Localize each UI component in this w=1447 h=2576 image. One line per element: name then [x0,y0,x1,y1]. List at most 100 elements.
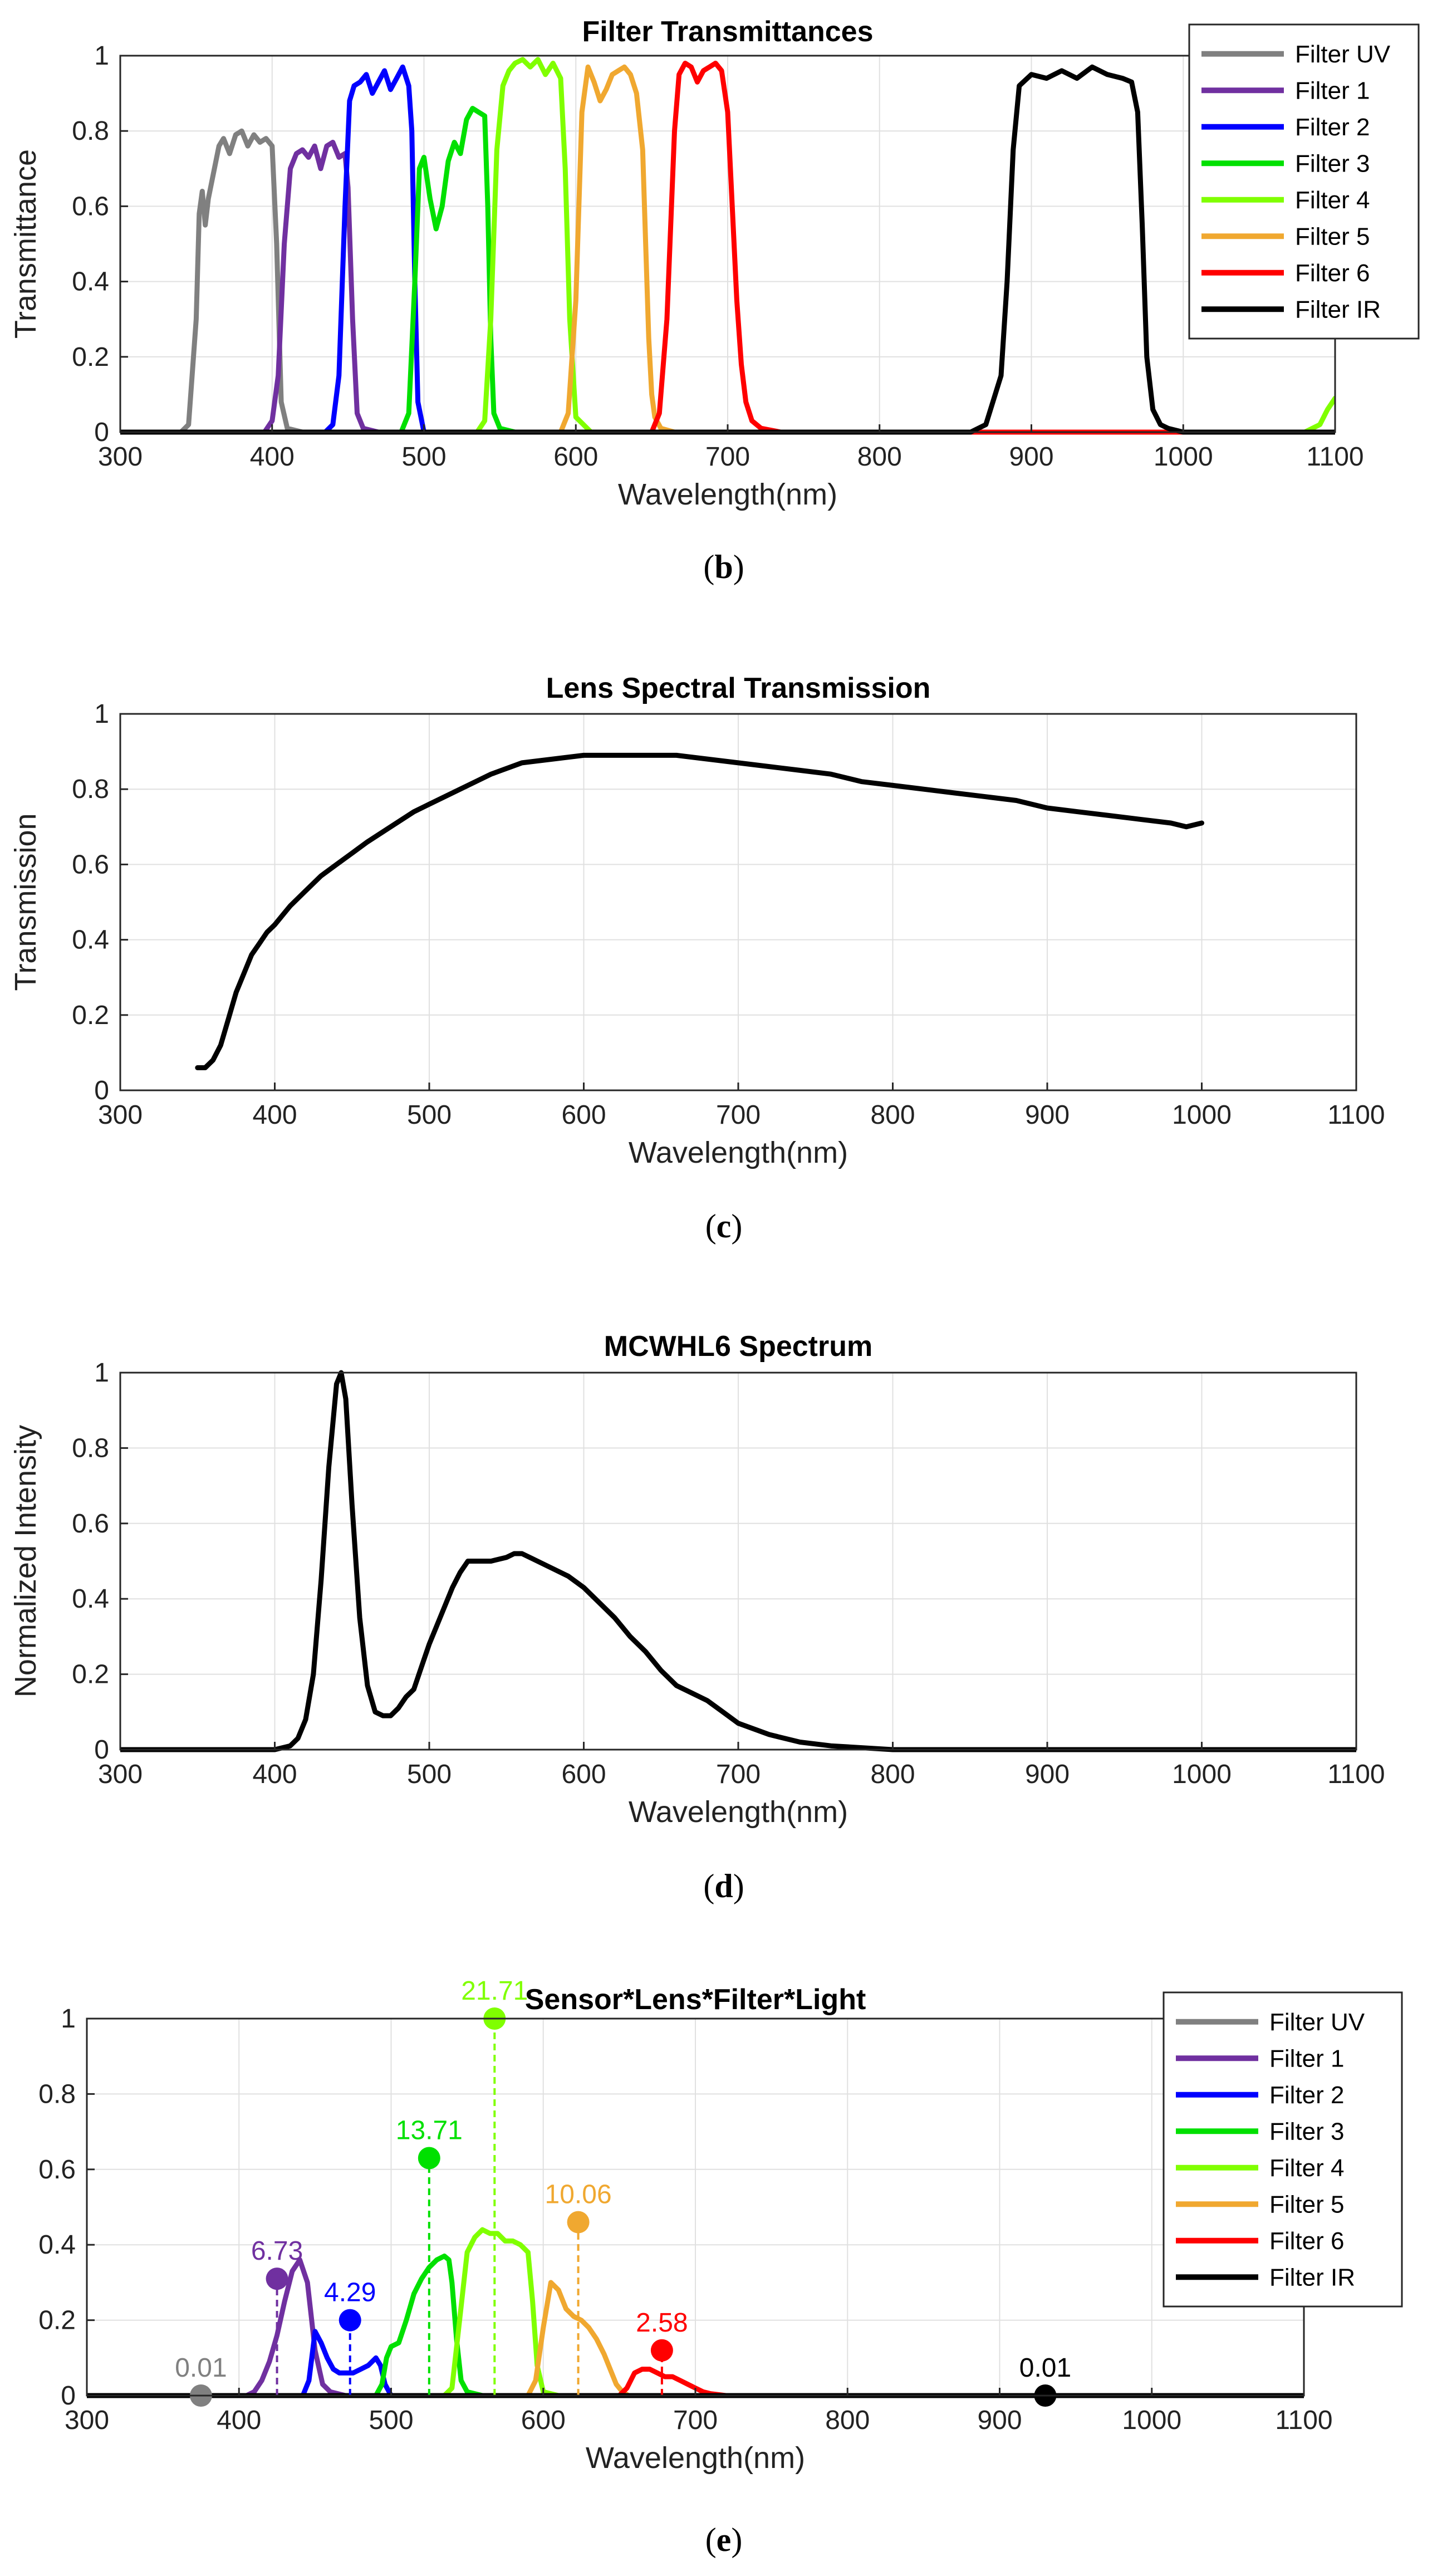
stem-value-label: 0.01 [1019,2353,1071,2383]
legend-entry-label: Filter 3 [1269,2118,1344,2145]
x-tick-label: 400 [250,442,295,472]
legend-entry-label: Filter 3 [1295,150,1370,177]
series-line-filter-1 [120,140,1335,435]
x-tick-label: 700 [716,1100,761,1130]
series-line-filter-6 [120,61,1335,435]
y-tick-label: 0.2 [72,1001,109,1030]
y-tick-label: 0.4 [38,2230,76,2260]
legend-entry-label: Filter 2 [1269,2082,1344,2109]
y-tick-label: 0 [61,2381,76,2411]
legend-entry-label: Filter IR [1269,2264,1355,2291]
y-tick-label: 0 [94,418,109,447]
x-tick-label: 1100 [1306,442,1363,472]
x-tick-label: 300 [98,1760,143,1789]
y-tick-label: 0.8 [72,775,109,804]
stem-marker [567,2211,590,2234]
x-axis-label: Wavelength(nm) [629,1795,848,1829]
x-tick-label: 300 [98,1100,143,1130]
x-tick-label: 500 [369,2406,413,2435]
legend-entry-label: Filter 5 [1269,2191,1344,2218]
x-tick-label: 600 [561,1760,606,1789]
panel-caption: (e) [705,2521,743,2558]
legend-entry-label: Filter UV [1295,41,1391,68]
y-axis-label: Normalized Intensity [9,1425,42,1697]
x-tick-label: 300 [98,442,143,472]
chart-title: Sensor*Lens*Filter*Light [525,1984,866,2016]
y-tick-label: 0 [94,1735,109,1765]
legend-entry-label: Filter 4 [1295,187,1370,214]
y-tick-label: 0.2 [38,2306,76,2335]
x-tick-label: 1000 [1154,442,1213,472]
y-tick-label: 0.4 [72,267,109,297]
y-tick-label: 0.6 [72,850,109,879]
chart-title: MCWHL6 Spectrum [604,1330,872,1363]
stem-value-label: 0.01 [175,2353,227,2383]
x-tick-label: 1000 [1172,1760,1232,1789]
stem-value-label: 6.73 [251,2236,303,2266]
series-line-filter-2 [120,64,1335,435]
chart-panel-e: 0.01 6.73 4.29 13.71 21.71 10.06 2.58 0.01 300 40… [38,1976,1403,2558]
series-line-filter-1 [87,2257,1304,2398]
stem-value-label: 4.29 [324,2278,376,2308]
x-tick-label: 400 [252,1760,297,1789]
stem-value-label: 2.58 [636,2308,688,2338]
y-tick-label: 1 [94,699,109,729]
x-axis-label: Wavelength(nm) [629,1136,848,1169]
x-tick-label: 800 [857,442,902,472]
legend-box [1188,23,1420,340]
series-line-filter-uv [120,128,1335,435]
x-tick-label: 900 [1009,442,1053,472]
y-tick-label: 0.6 [72,1509,109,1539]
stem-marker [650,2339,673,2362]
stem-marker [339,2309,361,2332]
x-tick-label: 700 [673,2406,718,2435]
y-tick-label: 1 [94,1358,109,1388]
x-tick-label: 1000 [1122,2406,1181,2435]
stem-marker [266,2268,288,2290]
panel-caption: (c) [705,1208,743,1245]
y-tick-label: 0.6 [72,192,109,221]
x-tick-label: 1100 [1327,1100,1385,1130]
legend-entry-label: Filter 1 [1295,77,1370,104]
legend-entry-label: Filter 6 [1269,2227,1344,2255]
y-tick-label: 0.4 [72,925,109,955]
x-tick-label: 800 [825,2406,870,2435]
chart-title: Lens Spectral Transmission [546,672,931,704]
series-line-filter-3 [120,106,1335,435]
legend-box [1162,1991,1403,2308]
panel-caption: (d) [703,1868,744,1904]
y-tick-label: 0.6 [38,2155,76,2185]
x-tick-label: 1000 [1172,1100,1232,1130]
stem-value-label: 13.71 [396,2115,463,2145]
x-tick-label: 400 [217,2406,261,2435]
series-line-mcwhl6 [120,1370,1356,1752]
y-tick-label: 0.8 [72,116,109,146]
legend-entry-label: Filter 4 [1269,2154,1344,2182]
x-tick-label: 400 [252,1100,297,1130]
y-tick-label: 1 [94,41,109,71]
x-tick-label: 1100 [1327,1760,1385,1789]
x-tick-label: 600 [521,2406,566,2435]
chart-panel-c: 300 400 500 600 700 800 900 1000 1100 0 0.2 0.4 0.6 0… [9,672,1385,1245]
legend-entry-label: Filter IR [1295,296,1381,323]
x-tick-label: 600 [553,442,598,472]
legend-entry-label: Filter 6 [1295,259,1370,287]
chart-panel-b: 300 400 500 600 700 800 900 1000 1100 0 0.2 0.4 0.6 0… [9,16,1420,585]
legend-entry-label: Filter UV [1269,2009,1365,2036]
y-tick-label: 0.8 [72,1433,109,1463]
x-tick-label: 500 [407,1760,452,1789]
x-tick-label: 700 [705,442,750,472]
x-tick-label: 700 [716,1760,761,1789]
y-tick-label: 0.2 [72,1660,109,1689]
x-tick-label: 900 [977,2406,1022,2435]
stem-marker [418,2147,440,2169]
x-tick-label: 900 [1025,1100,1070,1130]
series-line-lens [195,752,1204,1070]
y-tick-label: 0.4 [72,1584,109,1614]
y-tick-label: 1 [61,2004,76,2034]
legend-entry-label: Filter 5 [1295,223,1370,250]
y-axis-label: Transmittance [9,149,42,339]
chart-title: Filter Transmittances [582,16,873,48]
chart-panel-d: 300 400 500 600 700 800 900 1000 1100 0 0.2 0.4 0.6 0… [9,1330,1385,1904]
x-axis-label: Wavelength(nm) [618,478,837,511]
